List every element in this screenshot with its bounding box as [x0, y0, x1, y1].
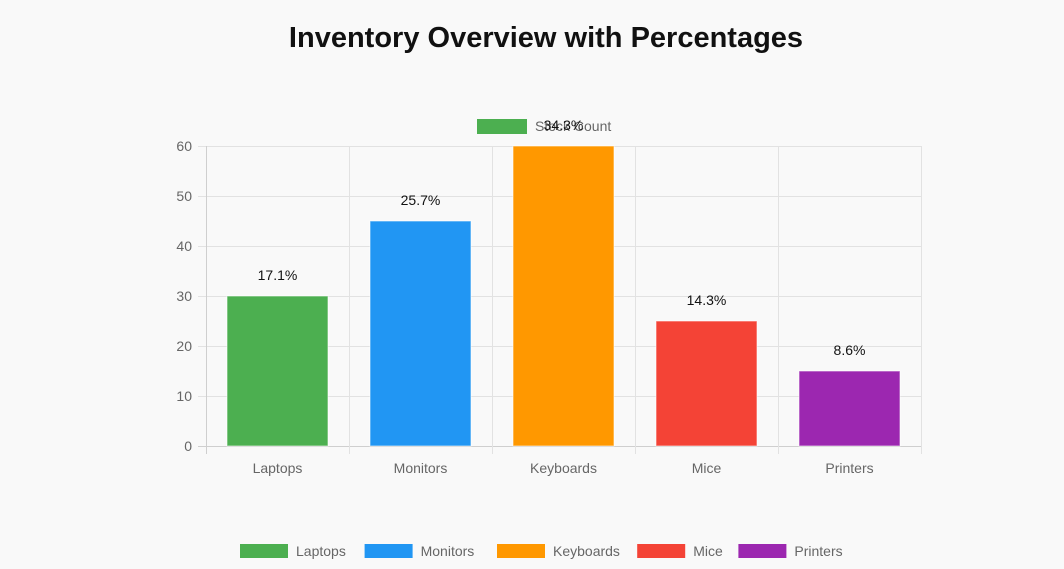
legend-swatch — [477, 119, 527, 134]
data-label: 17.1% — [258, 267, 298, 283]
bar-mice[interactable] — [655, 320, 758, 447]
legend-swatch — [240, 544, 288, 558]
y-tick-label: 50 — [176, 188, 192, 204]
legend-label: Stock Count — [535, 118, 611, 134]
legend-swatch — [364, 544, 413, 558]
top-legend[interactable]: Stock Count — [477, 118, 611, 134]
legend-label: Keyboards — [553, 543, 620, 559]
y-tick-label: 10 — [176, 388, 192, 404]
data-label: 34.3% — [544, 117, 584, 133]
data-labels: 17.1% 25.7% 34.3% 14.3% 8.6% — [258, 117, 866, 358]
x-tick-label: Printers — [825, 460, 873, 476]
legend-item-printers[interactable]: Printers — [738, 543, 843, 559]
data-label: 14.3% — [687, 292, 727, 308]
chart-title: Inventory Overview with Percentages — [288, 22, 804, 54]
x-axis: Laptops Monitors Keyboards Mice Printers — [253, 460, 874, 476]
bar-monitors[interactable] — [369, 220, 472, 447]
y-tick-label: 20 — [176, 338, 192, 354]
y-tick-label: 30 — [176, 288, 192, 304]
bars-group — [226, 145, 901, 447]
data-label: 8.6% — [834, 342, 866, 358]
legend-item-laptops[interactable]: Laptops — [240, 543, 346, 559]
legend-item-monitors[interactable]: Monitors — [364, 543, 475, 559]
x-tick-label: Mice — [692, 460, 722, 476]
legend-label: Mice — [693, 543, 723, 559]
legend-label: Laptops — [296, 543, 346, 559]
legend-item-mice[interactable]: Mice — [637, 543, 723, 559]
legend-label: Printers — [794, 543, 842, 559]
legend-swatch — [738, 544, 787, 558]
data-label: 25.7% — [401, 192, 441, 208]
legend-item-keyboards[interactable]: Keyboards — [497, 543, 620, 559]
y-axis: 0 10 20 30 40 50 60 — [176, 138, 192, 454]
bottom-legend[interactable]: Laptops Monitors Keyboards Mice Printers — [240, 543, 843, 559]
x-tick-label: Laptops — [253, 460, 303, 476]
x-tick-label: Keyboards — [530, 460, 597, 476]
x-tick-label: Monitors — [394, 460, 448, 476]
y-tick-label: 40 — [176, 238, 192, 254]
y-tick-label: 60 — [176, 138, 192, 154]
y-tick-label: 0 — [184, 438, 192, 454]
bar-laptops[interactable] — [226, 295, 329, 447]
bar-printers[interactable] — [798, 370, 901, 447]
legend-label: Monitors — [421, 543, 475, 559]
legend-swatch — [637, 544, 686, 558]
legend-swatch — [497, 544, 545, 558]
bar-keyboards[interactable] — [512, 145, 615, 447]
